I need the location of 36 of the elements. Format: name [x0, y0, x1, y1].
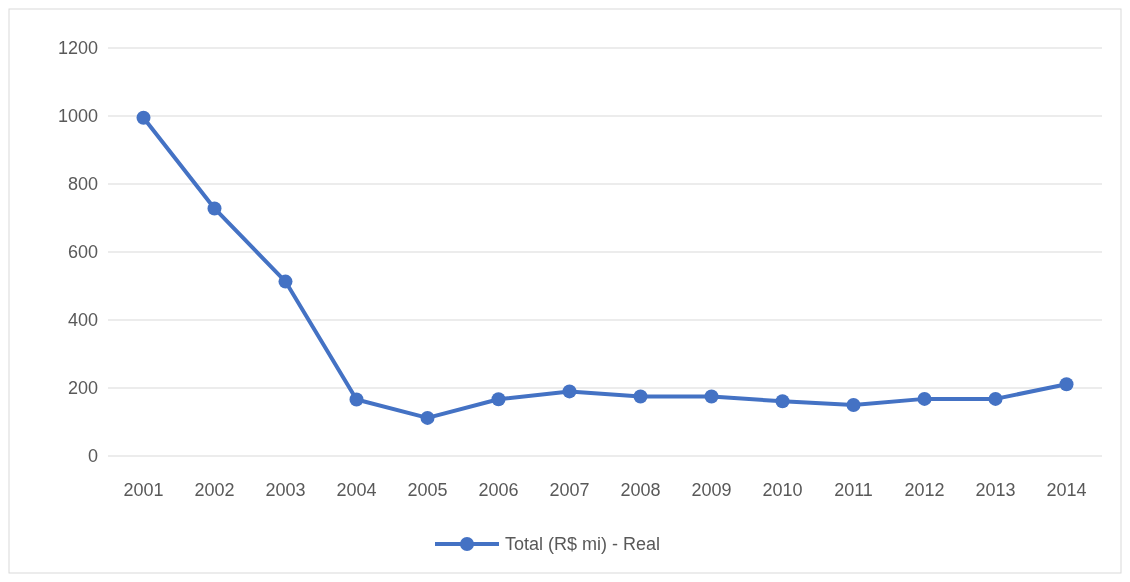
point: [1059, 377, 1074, 392]
y-tick-label: 1000: [57, 106, 98, 127]
point: [491, 392, 506, 407]
point: [278, 274, 293, 289]
point: [704, 389, 719, 404]
point: [846, 398, 861, 412]
point: [136, 110, 151, 125]
y-tick-label: 0: [87, 446, 98, 467]
point: [633, 389, 648, 404]
x-tick-label: 2004: [336, 480, 377, 500]
y-tick-label: 800: [67, 174, 98, 195]
x-tick-label: 2008: [620, 480, 661, 500]
x-tick-label: 2013: [975, 480, 1016, 500]
legend-label: Total (R$ mi) - Real: [505, 534, 661, 555]
x-tick-label: 2014: [1046, 480, 1087, 500]
y-tick-label: 1200: [57, 38, 98, 59]
point: [562, 384, 577, 399]
x-tick-label: 2010: [762, 480, 803, 500]
x-tick-label: 2007: [549, 480, 590, 500]
x-tick-label: 2005: [407, 480, 448, 500]
point: [988, 391, 1003, 406]
point: [917, 391, 932, 406]
x-tick-label: 2006: [478, 480, 519, 500]
y-tick-label: 600: [67, 242, 98, 263]
x-tick-label: 2003: [265, 480, 306, 500]
x-tick-label: 2012: [904, 480, 945, 500]
x-tick-label: 2009: [691, 480, 732, 500]
point: [420, 410, 435, 425]
x-tick-label: 2011: [834, 480, 873, 500]
y-tick-label: 200: [67, 378, 98, 399]
point: [207, 201, 222, 216]
x-tick-label: 2001: [123, 480, 164, 500]
y-tick-label: 400: [67, 310, 98, 331]
x-tick-label: 2002: [194, 480, 235, 500]
point: [349, 392, 364, 407]
point: [775, 394, 790, 409]
